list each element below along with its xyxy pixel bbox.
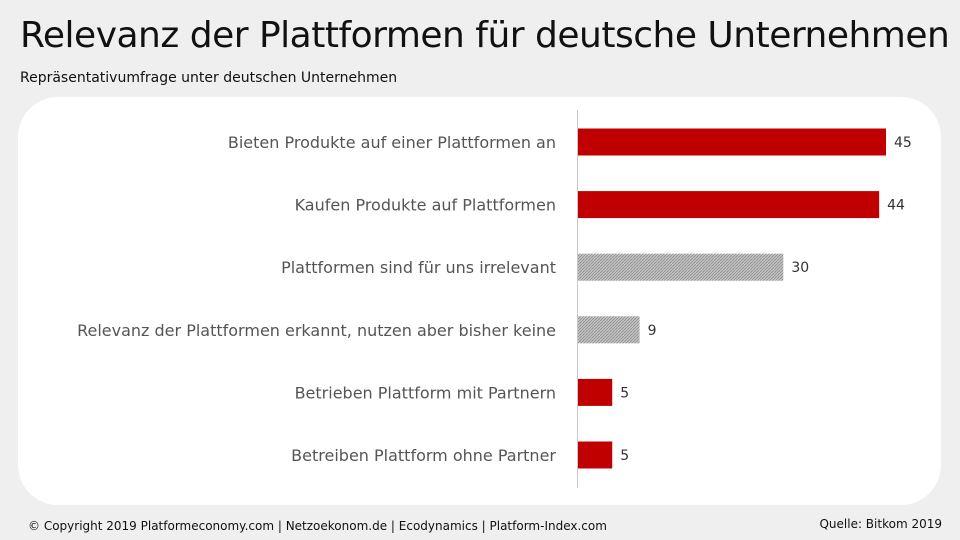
data-label: 30 [791,260,809,276]
copyright-notice: © Copyright 2019 Platformeconomy.com | N… [28,519,607,533]
data-label: 44 [887,198,905,214]
category-label: Betreiben Plattform ohne Partner [291,446,556,465]
data-label: 9 [648,323,657,339]
bar [578,441,613,469]
data-label: 5 [620,385,629,401]
bars-layer: Bieten Produkte auf einer Plattformen an… [77,128,912,469]
bar [578,316,640,344]
chart-card [18,97,941,505]
page-title: Relevanz der Plattformen für deutsche Un… [20,15,950,56]
source-note: Quelle: Bitkom 2019 [819,517,942,531]
data-label: 5 [620,448,629,464]
bar [578,253,784,281]
bar [578,378,613,406]
category-label: Plattformen sind für uns irrelevant [281,258,556,277]
category-label: Kaufen Produkte auf Plattformen [295,196,556,215]
data-label: 45 [894,135,912,151]
category-label: Bieten Produkte auf einer Plattformen an [228,133,556,152]
category-label: Betrieben Plattform mit Partnern [295,383,556,402]
bar [578,128,886,156]
page-subtitle: Repräsentativumfrage unter deutschen Unt… [20,70,398,86]
category-label: Relevanz der Plattformen erkannt, nutzen… [77,321,556,340]
bar [578,191,880,219]
